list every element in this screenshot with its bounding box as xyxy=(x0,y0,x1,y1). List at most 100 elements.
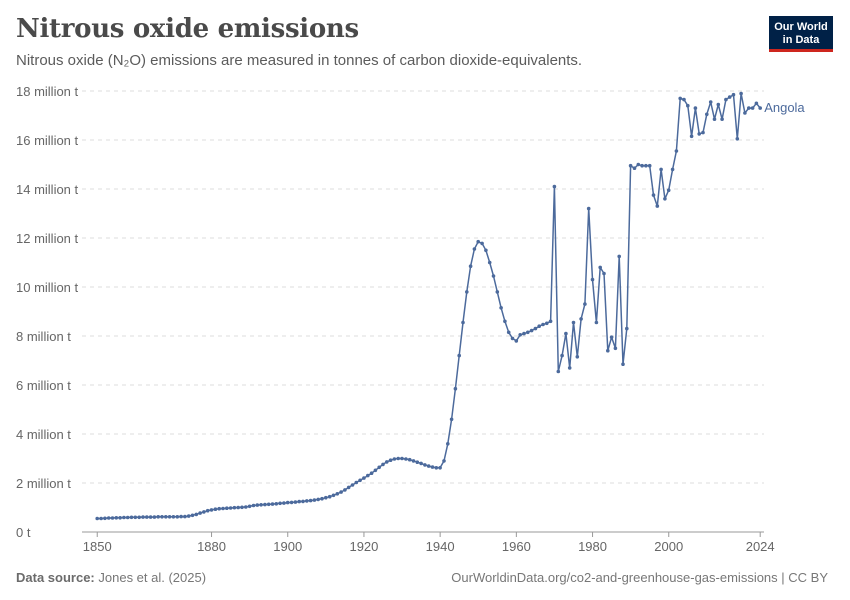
data-point xyxy=(183,514,187,519)
data-point xyxy=(346,485,351,490)
data-point xyxy=(324,495,328,500)
data-point xyxy=(339,490,343,494)
data-point xyxy=(472,247,477,251)
data-point xyxy=(320,496,324,501)
data-point xyxy=(312,498,317,502)
data-point xyxy=(305,499,309,503)
data-point xyxy=(708,100,713,104)
data-point xyxy=(205,508,210,513)
data-point xyxy=(487,260,492,265)
data-point xyxy=(628,163,633,168)
data-point xyxy=(137,515,141,520)
data-point xyxy=(632,166,637,170)
data-point xyxy=(194,512,199,517)
data-point xyxy=(689,134,694,139)
data-point xyxy=(225,506,229,511)
data-point xyxy=(419,461,423,466)
data-point xyxy=(354,480,359,485)
data-point xyxy=(369,471,374,476)
x-tick-label: 1900 xyxy=(273,539,302,554)
data-point xyxy=(350,483,355,487)
data-point xyxy=(465,290,469,294)
x-tick-label: 1880 xyxy=(197,539,226,554)
data-point xyxy=(747,106,751,110)
data-point xyxy=(164,515,168,519)
data-point xyxy=(411,459,416,463)
chart-subtitle: Nitrous oxide (N₂O) emissions are measur… xyxy=(16,52,583,69)
data-point xyxy=(686,103,690,108)
x-tick-label: 1850 xyxy=(83,539,112,554)
data-point xyxy=(552,184,557,189)
data-point xyxy=(152,515,157,519)
series-label: Angola xyxy=(764,100,805,115)
data-point xyxy=(381,462,385,467)
data-point xyxy=(602,271,606,276)
data-point xyxy=(282,501,286,505)
data-point xyxy=(537,324,541,329)
data-point xyxy=(396,456,401,461)
data-point xyxy=(758,106,762,110)
data-point xyxy=(335,492,340,496)
data-point xyxy=(541,322,545,327)
data-point xyxy=(739,91,743,96)
data-point xyxy=(415,460,420,465)
data-point xyxy=(727,95,732,99)
data-point xyxy=(285,500,290,505)
data-source: Data source: Jones et al. (2025) xyxy=(16,570,206,585)
data-point xyxy=(606,348,610,353)
data-point xyxy=(255,503,260,507)
data-point xyxy=(373,468,378,473)
data-point xyxy=(385,460,389,464)
data-point xyxy=(316,497,321,502)
data-point xyxy=(647,163,652,168)
data-point xyxy=(129,515,134,520)
data-point xyxy=(712,117,717,121)
logo-line-2: in Data xyxy=(782,34,820,46)
data-point xyxy=(682,97,686,102)
x-axis: 1850 1880 1900 1920 1940 1960 1980 2000 2024 xyxy=(82,531,775,554)
data-point xyxy=(514,339,519,343)
y-tick-label: 4 million t xyxy=(16,427,71,442)
y-tick-label: 12 million t xyxy=(16,231,79,246)
data-point xyxy=(449,417,454,422)
data-point xyxy=(609,335,614,340)
data-point xyxy=(366,473,370,478)
data-point xyxy=(278,501,282,506)
data-point xyxy=(503,319,507,324)
url-license[interactable]: OurWorldinData.org/co2-and-greenhouse-ga… xyxy=(451,570,828,585)
data-point xyxy=(377,465,382,470)
y-tick-label: 18 million t xyxy=(16,84,79,99)
data-point xyxy=(244,505,248,509)
chart-title: Nitrous oxide emissions xyxy=(16,14,359,44)
data-point xyxy=(198,511,202,515)
data-point xyxy=(678,96,682,101)
data-point xyxy=(701,130,705,135)
data-point xyxy=(392,457,397,461)
data-point xyxy=(156,515,160,519)
y-tick-label: 8 million t xyxy=(16,329,71,344)
data-source-link[interactable]: Jones et al. (2025) xyxy=(98,570,207,585)
data-point xyxy=(644,163,648,168)
data-point xyxy=(133,515,138,520)
x-tick-label: 2000 xyxy=(654,539,683,554)
data-point xyxy=(434,466,439,470)
data-point xyxy=(438,466,442,470)
data-point xyxy=(148,515,153,519)
y-tick-label: 16 million t xyxy=(16,133,79,148)
data-point xyxy=(575,355,580,359)
data-point xyxy=(430,465,435,469)
data-point xyxy=(556,369,561,374)
data-point xyxy=(141,515,145,519)
data-point xyxy=(388,458,393,463)
data-point xyxy=(461,320,465,325)
data-point xyxy=(750,106,755,110)
data-point xyxy=(754,101,759,106)
data-point xyxy=(468,264,473,269)
data-point xyxy=(308,498,313,503)
data-point xyxy=(564,331,568,336)
owid-logo[interactable]: Our World in Data xyxy=(769,16,833,52)
data-point xyxy=(232,505,237,510)
data-point xyxy=(529,328,534,333)
data-point xyxy=(228,506,233,510)
data-point xyxy=(122,515,126,520)
